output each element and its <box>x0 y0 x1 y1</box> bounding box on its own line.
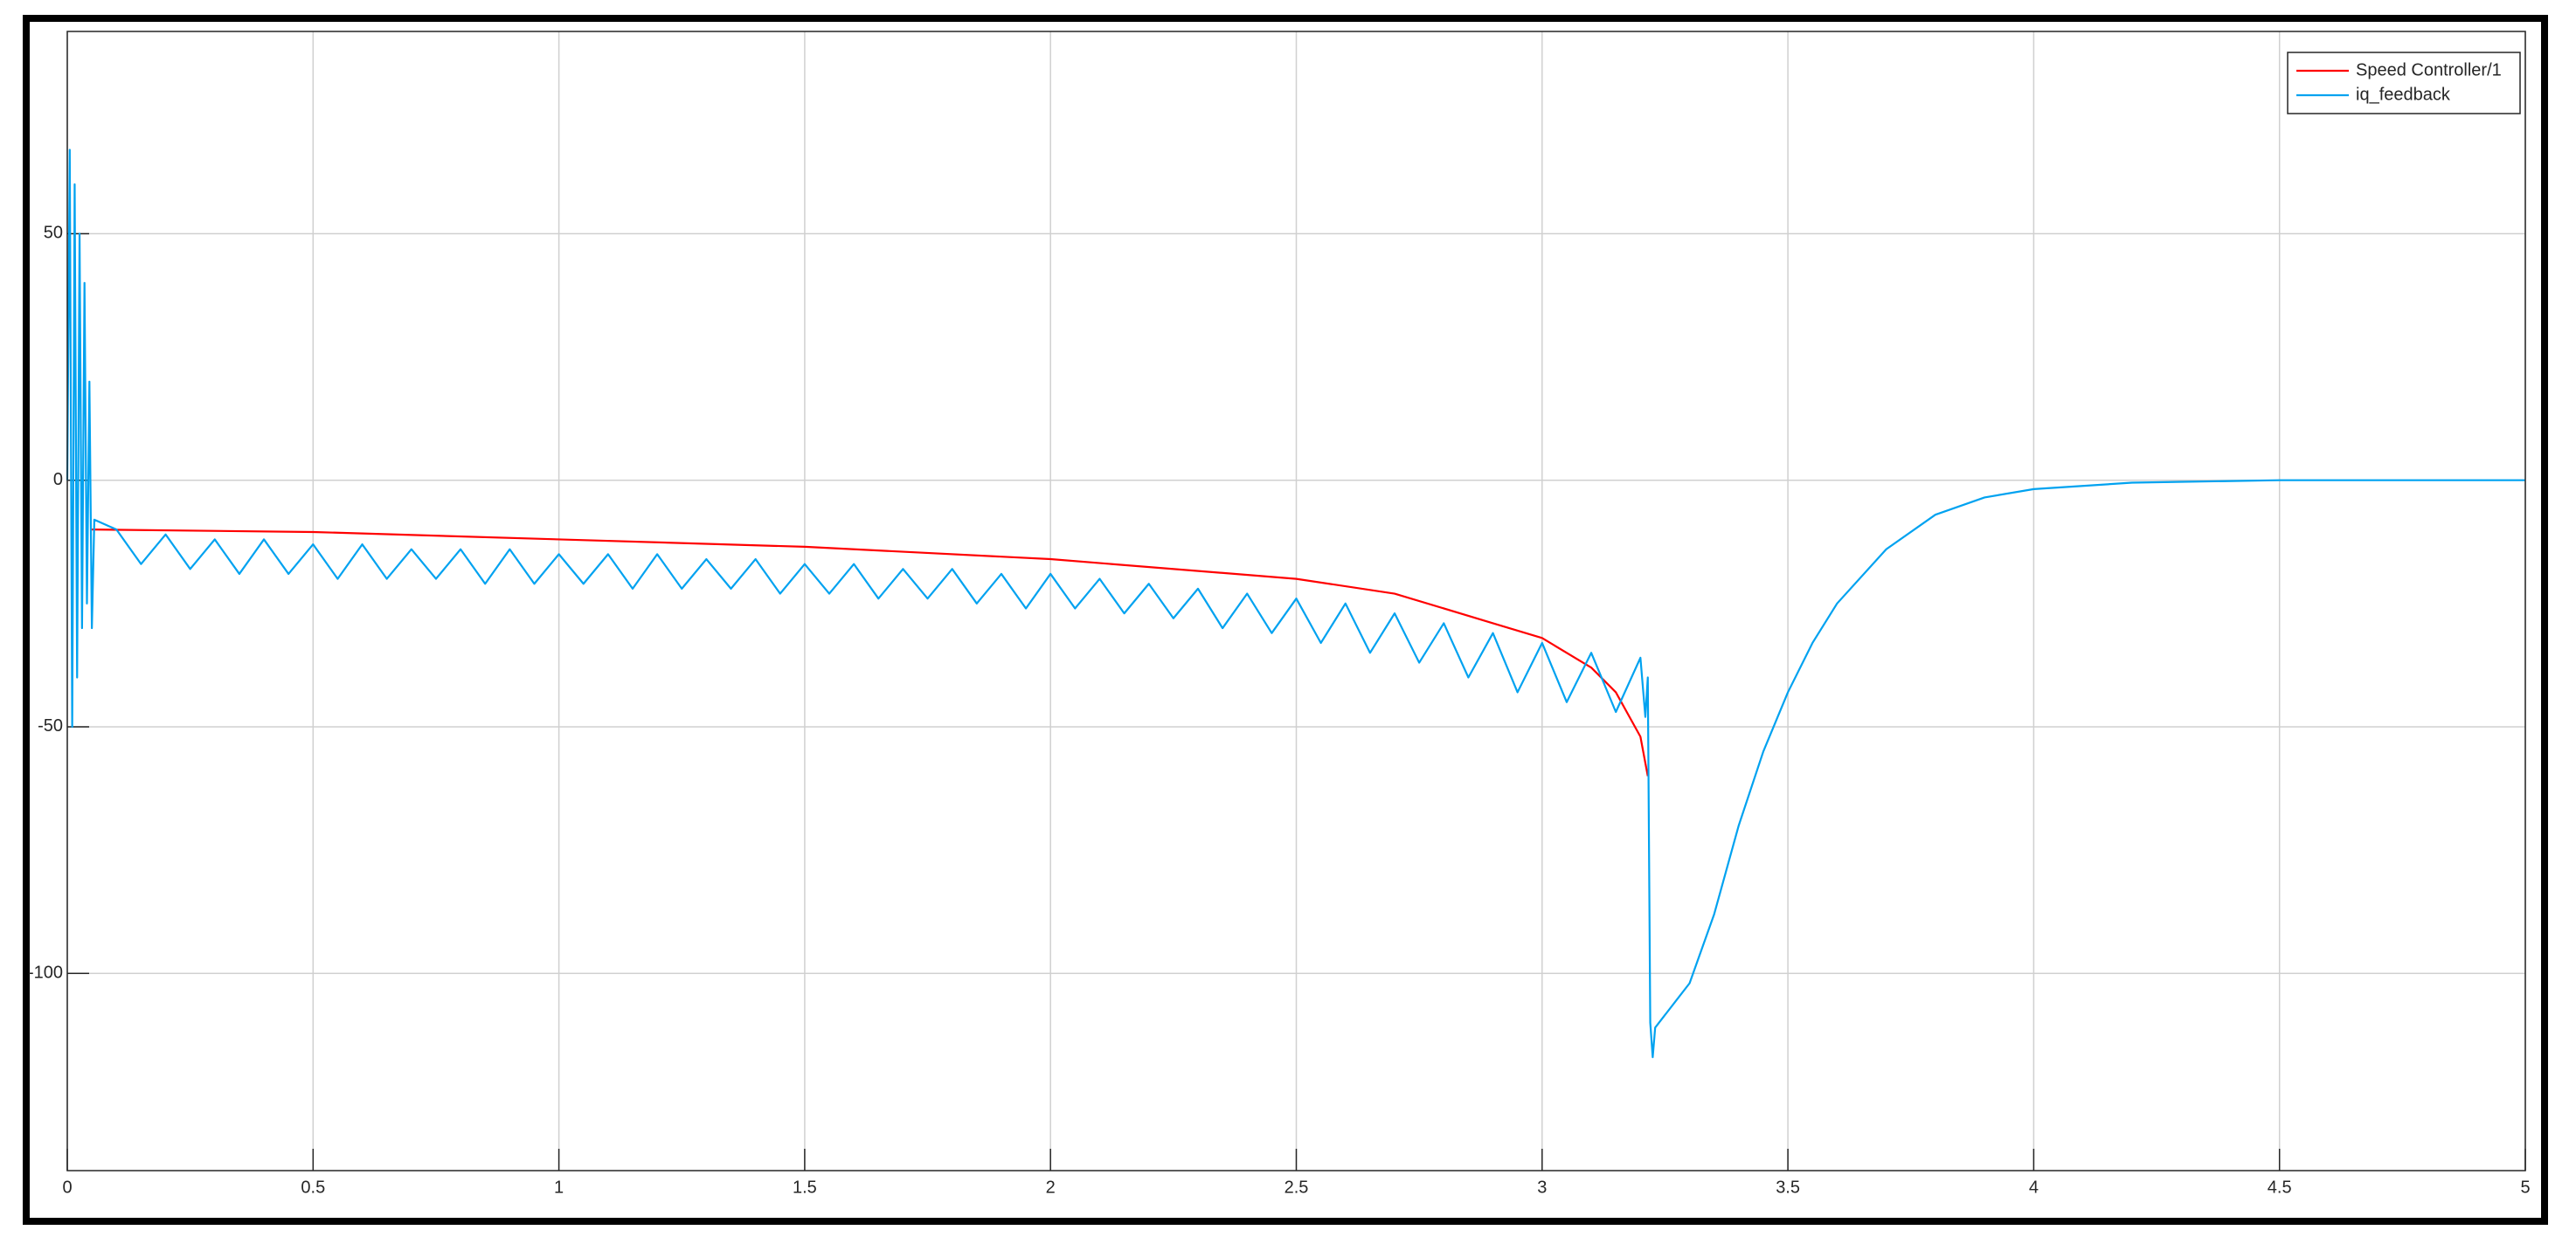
x-tick-label: 0 <box>62 1178 72 1197</box>
axes-box <box>66 31 2526 1171</box>
y-tick-label: -50 <box>38 716 63 736</box>
y-tick-label: -100 <box>28 963 63 982</box>
x-tick-label: 3 <box>1537 1178 1547 1197</box>
x-tick-label: 4.5 <box>2268 1178 2292 1197</box>
legend-box <box>2287 52 2521 114</box>
x-tick-label: 2.5 <box>1285 1178 1309 1197</box>
x-tick-label: 3.5 <box>1776 1178 1800 1197</box>
y-tick-label: 50 <box>44 224 63 243</box>
x-tick-label: 1 <box>554 1178 564 1197</box>
x-tick-label: 5 <box>2520 1178 2530 1197</box>
legend-label: iq_feedback <box>2356 85 2451 104</box>
series-line <box>66 149 2525 1059</box>
legend-label: Speed Controller/1 <box>2356 60 2502 79</box>
series-line <box>92 529 1649 777</box>
x-tick-label: 0.5 <box>301 1178 325 1197</box>
x-tick-label: 2 <box>1046 1178 1056 1197</box>
outer-frame <box>23 15 2548 1225</box>
y-tick-label: 0 <box>53 470 63 489</box>
x-tick-label: 4 <box>2029 1178 2039 1197</box>
x-tick-label: 1.5 <box>793 1178 817 1197</box>
